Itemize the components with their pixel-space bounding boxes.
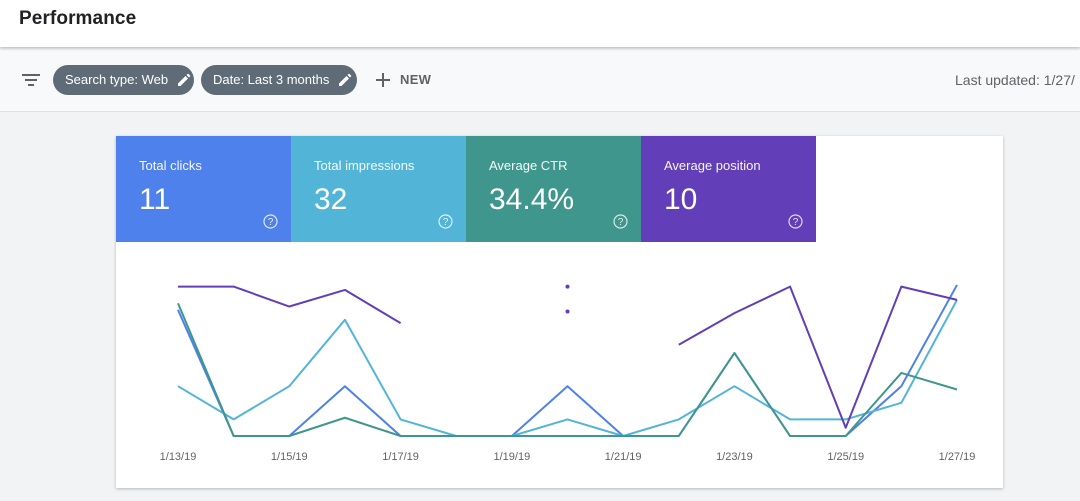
x-tick-label: 1/23/19 xyxy=(716,451,753,463)
x-tick-label: 1/13/19 xyxy=(160,451,197,463)
help-icon[interactable]: ? xyxy=(263,214,278,229)
metric-value: 11 xyxy=(139,183,171,216)
svg-text:?: ? xyxy=(443,217,449,228)
x-tick-label: 1/19/19 xyxy=(494,451,531,463)
metric-label: Average CTR xyxy=(489,158,568,173)
x-tick-label: 1/17/19 xyxy=(382,451,419,463)
x-tick-label: 1/15/19 xyxy=(271,451,308,463)
page-title: Performance xyxy=(19,8,137,29)
metric-label: Total impressions xyxy=(314,158,415,173)
metric-total-impressions[interactable]: Total impressions 32 ? xyxy=(291,136,466,242)
series-3-line-1 xyxy=(678,285,958,429)
date-range-chip-label: Date: Last 3 months xyxy=(213,72,330,87)
metric-total-clicks[interactable]: Total clicks 11 ? xyxy=(116,136,291,242)
help-icon[interactable]: ? xyxy=(613,214,628,229)
filter-list-icon[interactable] xyxy=(20,70,42,90)
last-updated-text: Last updated: 1/27/ xyxy=(955,72,1075,88)
app-header: Performance xyxy=(0,0,1080,47)
search-type-chip-label: Search type: Web xyxy=(65,72,169,87)
plus-icon xyxy=(376,73,390,87)
svg-text:?: ? xyxy=(268,217,274,228)
new-filter-label: NEW xyxy=(400,72,432,87)
metric-label: Average position xyxy=(664,158,761,173)
filter-toolbar: Search type: Web Date: Last 3 months NEW… xyxy=(0,50,1080,112)
help-icon[interactable]: ? xyxy=(788,214,803,229)
performance-chart-card: Total clicks 11 ? Total impressions 32 ?… xyxy=(116,136,1003,488)
metric-value: 10 xyxy=(664,183,698,216)
date-range-chip[interactable]: Date: Last 3 months xyxy=(201,65,357,95)
performance-line-chart: 1/13/19 1/15/19 1/17/19 1/19/19 1/21/19 1/23/… xyxy=(160,284,976,463)
series-1-line-0 xyxy=(177,299,958,437)
x-tick-label: 1/25/19 xyxy=(827,451,864,463)
isolated-point-1 xyxy=(565,309,570,314)
help-icon[interactable]: ? xyxy=(438,214,453,229)
metric-average-position[interactable]: Average position 10 ? xyxy=(641,136,816,242)
new-filter-button[interactable]: NEW xyxy=(374,65,431,95)
metric-label: Total clicks xyxy=(139,158,202,173)
metric-average-ctr[interactable]: Average CTR 34.4% ? xyxy=(466,136,641,242)
series-2-line-0 xyxy=(177,302,958,437)
series-3-line-0 xyxy=(178,285,402,324)
svg-text:?: ? xyxy=(793,217,799,228)
svg-text:?: ? xyxy=(618,217,624,228)
x-tick-label: 1/27/19 xyxy=(939,451,976,463)
pencil-icon xyxy=(178,73,191,86)
metric-value: 34.4% xyxy=(489,183,575,216)
pencil-icon xyxy=(339,73,352,86)
search-type-chip[interactable]: Search type: Web xyxy=(53,65,194,95)
x-tick-label: 1/21/19 xyxy=(605,451,642,463)
isolated-point-0 xyxy=(565,284,570,289)
metric-value: 32 xyxy=(314,183,348,216)
